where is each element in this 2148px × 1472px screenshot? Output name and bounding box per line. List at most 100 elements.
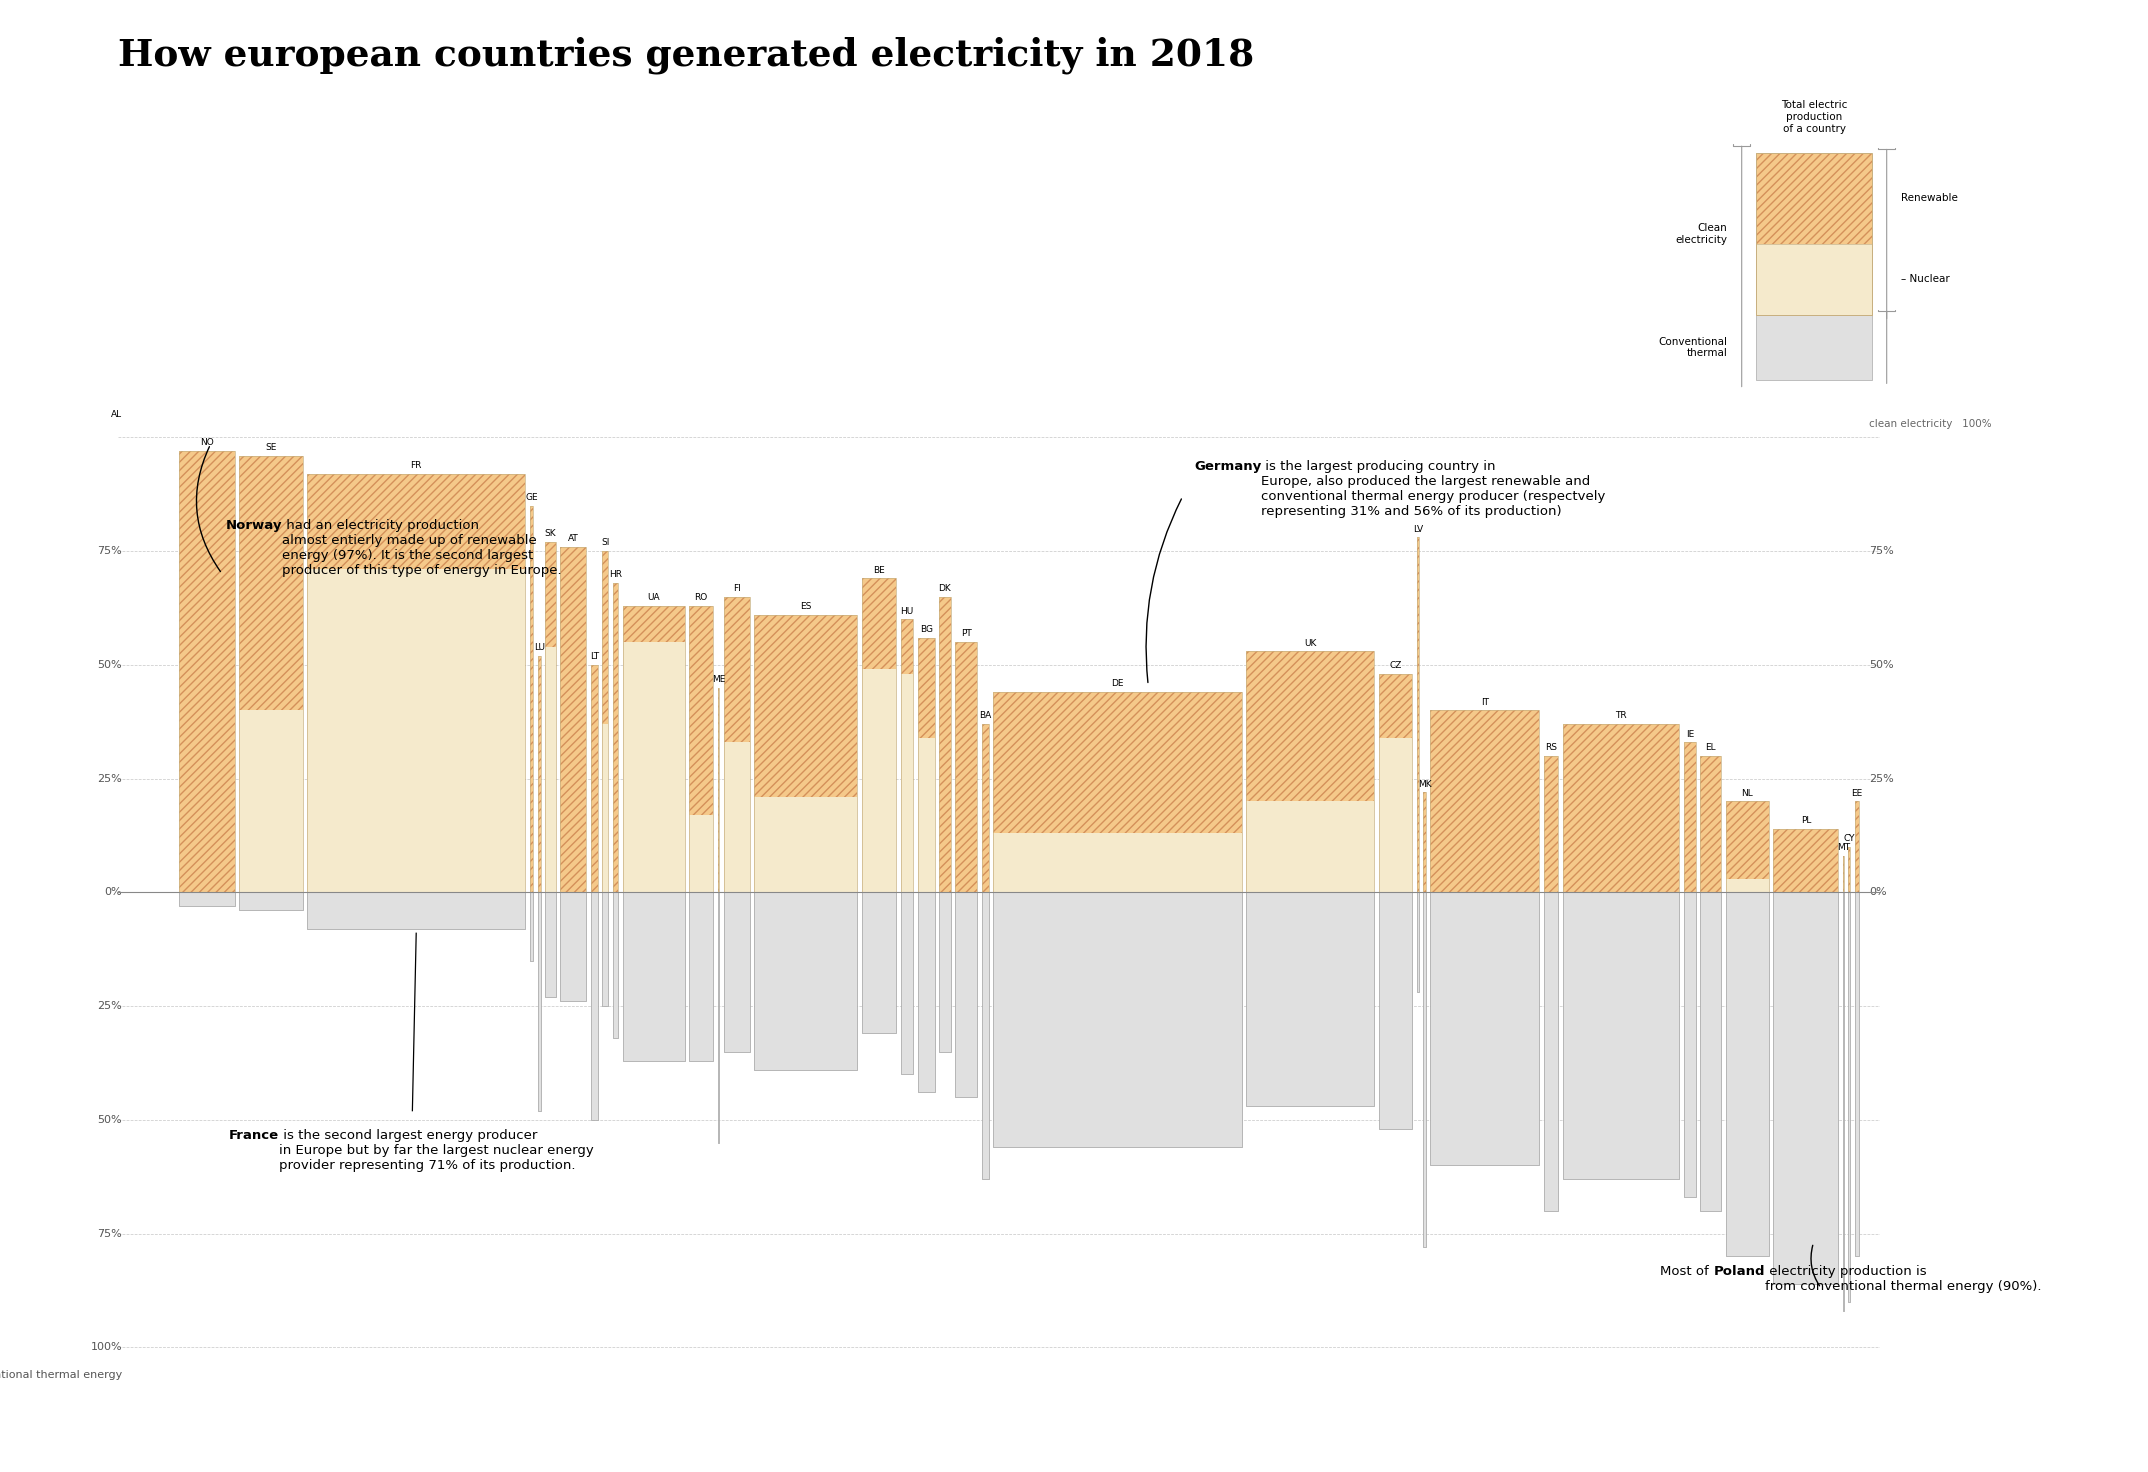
Bar [1725, 801, 1768, 879]
Bar [992, 892, 1242, 1147]
Bar [1431, 892, 1540, 1166]
Bar [1431, 711, 1540, 892]
Text: RO: RO [694, 593, 709, 602]
Bar [917, 637, 934, 892]
Text: NL: NL [1742, 789, 1753, 798]
Bar [537, 892, 541, 1111]
Bar [601, 551, 608, 724]
Bar [307, 892, 526, 929]
Bar [1774, 829, 1839, 892]
Bar [1246, 651, 1375, 892]
Text: IE: IE [1686, 730, 1695, 739]
Text: SI: SI [601, 539, 610, 548]
Bar [612, 892, 619, 1038]
Bar [690, 605, 713, 815]
Bar [956, 642, 977, 892]
Bar [1379, 674, 1411, 737]
Bar [601, 551, 608, 724]
Text: FI: FI [732, 584, 741, 593]
Bar [1564, 724, 1680, 892]
Bar [992, 692, 1242, 892]
Bar [1424, 792, 1426, 892]
Bar [1757, 153, 1873, 315]
Bar [982, 724, 988, 892]
Text: Poland: Poland [1714, 1266, 1766, 1278]
Bar [307, 474, 526, 570]
Bar [1379, 737, 1411, 892]
Bar [612, 583, 619, 892]
Bar [623, 642, 685, 892]
Bar [900, 620, 913, 892]
Bar [591, 665, 597, 892]
Bar [623, 892, 685, 1061]
Bar [1701, 755, 1721, 892]
Text: 75%: 75% [97, 546, 122, 556]
Bar [561, 892, 586, 1001]
Bar [307, 474, 526, 570]
Bar [690, 605, 713, 892]
Bar [537, 892, 541, 1111]
Bar [1424, 892, 1426, 1247]
Text: UK: UK [1304, 639, 1317, 648]
Text: EL: EL [1706, 743, 1716, 752]
Text: GE: GE [526, 493, 537, 502]
Bar [956, 642, 977, 892]
Bar [939, 892, 952, 1051]
Bar [561, 546, 586, 892]
Bar [238, 892, 303, 911]
Bar [1246, 892, 1375, 1105]
Bar [900, 892, 913, 1075]
Bar [546, 892, 556, 997]
Bar [307, 570, 526, 892]
Bar [754, 615, 857, 796]
Bar [238, 455, 303, 892]
Bar [531, 505, 533, 892]
Text: BG: BG [919, 626, 932, 634]
Bar [1684, 742, 1695, 892]
Bar [939, 596, 952, 892]
Bar [754, 615, 857, 892]
Bar [1684, 892, 1695, 1197]
Text: AT: AT [567, 534, 578, 543]
Text: SE: SE [266, 443, 277, 452]
Text: 25%: 25% [97, 1001, 122, 1011]
Bar [1854, 801, 1860, 892]
Bar [1431, 711, 1540, 892]
Bar [690, 892, 713, 1061]
Bar [982, 892, 988, 1179]
Bar [1854, 801, 1860, 892]
Bar [1701, 892, 1721, 1211]
Text: is the second largest energy producer
in Europe but by far the largest nuclear e: is the second largest energy producer in… [279, 1129, 593, 1172]
Text: 75%: 75% [97, 1229, 122, 1238]
Text: Renewable: Renewable [1901, 193, 1959, 203]
Bar [1564, 724, 1680, 892]
Text: 25%: 25% [1869, 774, 1895, 783]
Bar [1701, 755, 1721, 892]
Text: Germany: Germany [1194, 461, 1261, 473]
Bar [1564, 724, 1680, 892]
Bar [1544, 755, 1559, 892]
Bar [1774, 892, 1839, 1284]
Bar [546, 646, 556, 892]
Text: BE: BE [872, 565, 885, 574]
Bar [1544, 755, 1559, 892]
Text: MK: MK [1418, 780, 1431, 789]
Bar [561, 892, 586, 1001]
Text: 50%: 50% [97, 659, 122, 670]
Bar [861, 670, 896, 892]
Text: CY: CY [1843, 835, 1856, 843]
Text: France: France [228, 1129, 279, 1142]
Text: LV: LV [1413, 526, 1422, 534]
Text: clean electricity   100%: clean electricity 100% [1869, 418, 1991, 428]
Bar [612, 583, 619, 892]
Bar [601, 551, 608, 892]
Bar [956, 892, 977, 1097]
Text: IT: IT [1480, 698, 1489, 707]
Text: 100%: 100% [90, 1342, 122, 1353]
Bar [861, 892, 896, 1033]
Bar [917, 637, 934, 737]
Bar [1854, 801, 1860, 892]
Text: TR: TR [1615, 711, 1626, 720]
Text: Total electric
production
of a country: Total electric production of a country [1781, 100, 1847, 134]
Bar [1416, 537, 1420, 892]
